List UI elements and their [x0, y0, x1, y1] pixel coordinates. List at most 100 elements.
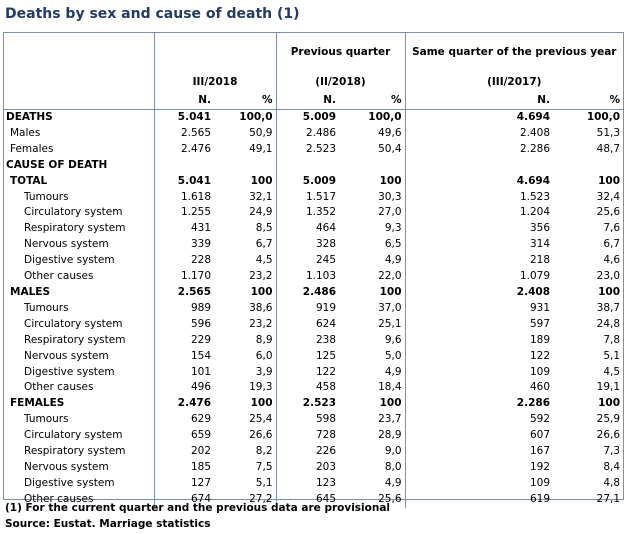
row-label: MALES: [10, 285, 51, 298]
cell-count: 109: [404, 475, 554, 492]
cell-count: 1.523: [404, 189, 554, 206]
cell-count: 1.618: [153, 189, 214, 206]
cell-count: 4.694: [404, 109, 554, 126]
cell-percent: 25,9: [596, 413, 621, 426]
row-label: TOTAL: [10, 174, 48, 187]
cell-count: 458: [275, 380, 339, 397]
cell-count: 919: [275, 300, 339, 317]
cell-percent: 26,6: [249, 429, 273, 442]
cell-percent: 19,1: [596, 381, 621, 394]
header-corner: [4, 33, 154, 73]
cell-percent: 27,1: [596, 492, 621, 505]
cell-count: 1.170: [153, 269, 214, 285]
cell-percent: [553, 158, 623, 174]
cell-percent: 4,5: [603, 365, 621, 378]
header-n-2: N.: [275, 93, 339, 110]
table-row: Respiratory system 229 8,9 238 9,6 189 7,8: [4, 332, 623, 349]
cell-percent: 50,4: [378, 142, 402, 155]
cell-percent: 28,9: [378, 429, 402, 442]
row-label: Females: [10, 142, 54, 155]
table-row: Nervous system 154 6,0 125 5,0 122 5,1: [4, 348, 623, 365]
cell-percent: 24,9: [249, 206, 273, 219]
cell-count: 5.041: [153, 173, 214, 190]
row-label: Circulatory system: [24, 206, 123, 219]
cell-percent: 5,0: [384, 349, 402, 362]
cell-count: 460: [404, 380, 554, 397]
table-row: Digestive system 101 3,9 122 4,9 109 4,5: [4, 364, 623, 381]
table-row: Females 2.476 49,1 2.523 50,4 2.286 48,7: [4, 141, 623, 158]
cell-percent: 7,5: [255, 460, 273, 473]
cell-percent: 3,9: [255, 365, 273, 378]
cell-percent: 100: [379, 174, 402, 187]
cell-count: [404, 157, 554, 174]
table-row: Nervous system 185 7,5 203 8,0 192 8,4: [4, 459, 623, 476]
cell-count: [275, 157, 339, 174]
cell-percent: 100,0: [586, 111, 621, 123]
cell-count: 2.408: [404, 284, 554, 301]
cell-percent: 25,6: [378, 492, 402, 505]
header-same-quarter-sub: (III/2017): [404, 73, 624, 93]
cell-count: 229: [153, 332, 214, 349]
row-label: Circulatory system: [24, 429, 123, 442]
cell-percent: 100: [379, 285, 402, 298]
row-label: Other causes: [24, 270, 94, 283]
cell-count: 123: [275, 475, 339, 492]
cell-percent: 4,9: [384, 476, 402, 489]
cell-count: 202: [153, 444, 214, 460]
cell-count: 167: [404, 444, 554, 460]
cell-count: 1.204: [404, 205, 554, 222]
cell-percent: 9,3: [384, 222, 402, 235]
cell-count: 122: [404, 348, 554, 365]
cell-percent: 8,4: [603, 460, 621, 473]
cell-percent: 19,3: [249, 381, 273, 394]
deaths-table: Previous quarter Same quarter of the pre…: [4, 33, 624, 508]
cell-percent: 5,1: [255, 476, 273, 489]
cell-percent: 100: [379, 397, 402, 410]
header-same-quarter-previous-year: Same quarter of the previous year: [404, 33, 624, 73]
header-pct-2: %: [339, 93, 406, 110]
cell-percent: 6,5: [384, 238, 402, 251]
cell-count: 154: [153, 348, 214, 365]
cell-count: 2.408: [404, 125, 554, 142]
table-row: Circulatory system 659 26,6 728 28,9 607 26,6: [4, 428, 623, 445]
cell-count: 339: [153, 237, 214, 254]
row-label: CAUSE OF DEATH: [6, 158, 108, 171]
cell-count: 496: [153, 380, 214, 397]
cell-count: 109: [404, 364, 554, 381]
cell-percent: 23,7: [378, 413, 402, 426]
cell-count: 185: [153, 459, 214, 476]
cell-percent: 37,0: [378, 301, 402, 314]
cell-percent: 51,3: [596, 126, 621, 139]
header-n-1: N.: [153, 93, 214, 110]
cell-percent: 25,6: [596, 206, 621, 219]
row-label: Other causes: [24, 381, 94, 394]
table-row: Tumours 989 38,6 919 37,0 931 38,7: [4, 300, 623, 317]
cell-count: 1.103: [275, 269, 339, 285]
cell-count: 328: [275, 237, 339, 254]
table-row: Tumours 629 25,4 598 23,7 592 25,9: [4, 412, 623, 429]
cell-percent: 7,6: [603, 222, 621, 235]
row-label: Tumours: [24, 301, 69, 314]
table-row: Other causes 496 19,3 458 18,4 460 19,1: [4, 380, 623, 397]
table-row: Other causes 674 27,2 645 25,6 619 27,1: [4, 491, 623, 508]
cell-percent: 18,4: [378, 381, 402, 394]
cell-percent: 4,9: [384, 254, 402, 267]
cell-percent: 4,9: [384, 365, 402, 378]
cell-count: 728: [275, 428, 339, 445]
table-row: Circulatory system 1.255 24,9 1.352 27,0 1.20…: [4, 205, 623, 222]
cell-count: 218: [404, 253, 554, 270]
cell-percent: 100,0: [239, 111, 273, 123]
cell-count: 464: [275, 221, 339, 238]
row-label: Males: [10, 126, 41, 139]
cell-percent: 9,6: [384, 333, 402, 346]
cell-percent: 6,7: [603, 238, 621, 251]
cell-percent: 50,9: [249, 126, 273, 139]
header-pct-3: %: [553, 93, 624, 110]
header-previous-quarter-sub: (II/2018): [275, 73, 406, 93]
cell-percent: 32,1: [249, 190, 273, 203]
row-label: Respiratory system: [24, 333, 126, 346]
cell-percent: 100: [250, 285, 273, 298]
cell-percent: 23,2: [249, 317, 273, 330]
page-title: Deaths by sex and cause of death (1): [5, 6, 300, 22]
row-label: FEMALES: [10, 397, 65, 410]
